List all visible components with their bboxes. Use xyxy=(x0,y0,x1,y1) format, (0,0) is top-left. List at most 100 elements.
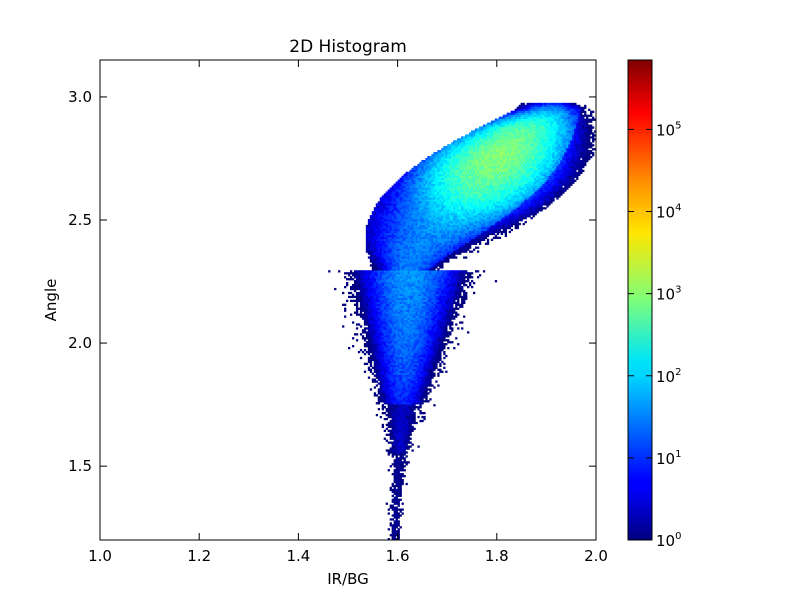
heatmap-cell xyxy=(407,220,410,224)
heatmap-cell xyxy=(371,276,375,279)
heatmap-cell xyxy=(393,412,396,415)
heatmap-cell xyxy=(433,339,436,342)
heatmap-cell xyxy=(342,325,345,328)
heatmap-cell xyxy=(413,270,416,273)
heatmap-cell xyxy=(459,293,462,297)
heatmap-cell xyxy=(425,291,428,295)
heatmap-cell xyxy=(381,309,385,312)
heatmap-cell xyxy=(397,240,400,243)
heatmap-cell xyxy=(451,301,454,304)
heatmap-cell xyxy=(383,429,386,432)
heatmap-cell xyxy=(369,254,373,257)
heatmap-cell xyxy=(419,248,422,251)
heatmap-cell xyxy=(397,309,400,312)
heatmap-cell xyxy=(385,341,388,344)
heatmap-cell xyxy=(369,297,373,301)
heatmap-cell xyxy=(429,287,432,291)
heatmap-cell xyxy=(433,337,436,340)
heatmap-cell xyxy=(413,315,416,318)
heatmap-cell xyxy=(385,272,388,275)
heatmap-cell xyxy=(395,219,398,222)
heatmap-cell xyxy=(403,240,406,243)
heatmap-cell xyxy=(369,256,373,259)
heatmap-cell xyxy=(427,250,430,253)
heatmap-cell xyxy=(431,309,434,312)
heatmap-cell xyxy=(423,394,426,397)
heatmap-cell xyxy=(383,378,386,381)
heatmap-cell xyxy=(405,327,408,330)
heatmap-cell xyxy=(373,337,377,340)
heatmap-cell xyxy=(431,236,434,240)
heatmap-cell xyxy=(451,341,454,344)
heatmap-cell xyxy=(419,370,422,373)
heatmap-cell xyxy=(429,264,432,267)
heatmap-cell xyxy=(393,358,396,362)
heatmap-cell xyxy=(417,402,420,405)
heatmap-cell xyxy=(361,297,365,301)
heatmap-cell xyxy=(427,301,430,304)
heatmap-cell xyxy=(393,421,396,425)
heatmap-cell xyxy=(419,258,422,261)
heatmap-cell xyxy=(381,234,385,238)
heatmap-cell xyxy=(463,232,466,236)
heatmap-cell xyxy=(457,250,460,253)
heatmap-cell xyxy=(427,232,430,236)
heatmap-cell xyxy=(371,301,375,304)
heatmap-cell xyxy=(496,228,500,232)
heatmap-cell xyxy=(447,280,450,283)
heatmap-cell xyxy=(447,258,450,261)
heatmap-cell xyxy=(427,392,430,395)
heatmap-cell xyxy=(423,392,426,395)
heatmap-cell xyxy=(407,439,410,442)
heatmap-cell xyxy=(375,374,379,377)
heatmap-cell xyxy=(401,266,404,269)
heatmap-cell xyxy=(415,406,418,409)
heatmap-cell xyxy=(417,398,420,401)
heatmap-cell xyxy=(425,378,428,381)
heatmap-cell xyxy=(389,276,392,279)
heatmap-cell xyxy=(385,396,388,399)
heatmap-cell xyxy=(405,455,408,458)
heatmap-cell xyxy=(429,380,432,383)
heatmap-cell xyxy=(403,437,406,440)
heatmap-cell xyxy=(441,228,444,232)
heatmap-cell xyxy=(403,297,406,301)
heatmap-cell xyxy=(425,327,428,330)
heatmap-cell xyxy=(389,364,392,368)
heatmap-cell xyxy=(409,408,412,411)
heatmap-cell xyxy=(425,313,428,316)
heatmap-cell xyxy=(375,258,379,261)
heatmap-cell xyxy=(455,301,458,304)
heatmap-cell xyxy=(393,224,396,228)
heatmap-cell xyxy=(407,339,410,342)
heatmap-cell xyxy=(401,439,404,442)
heatmap-cell xyxy=(449,220,452,224)
heatmap-cell xyxy=(361,350,365,354)
heatmap-cell xyxy=(455,295,458,299)
heatmap-cell xyxy=(425,362,428,366)
heatmap-cell xyxy=(451,256,454,259)
heatmap-cell xyxy=(425,260,428,263)
heatmap-cell xyxy=(415,240,418,243)
heatmap-cell xyxy=(472,219,476,222)
heatmap-cell xyxy=(409,425,412,429)
heatmap-cell xyxy=(363,278,367,281)
heatmap-cell xyxy=(353,282,357,285)
heatmap-cell xyxy=(439,248,442,251)
heatmap-cell xyxy=(427,366,430,369)
heatmap-cell xyxy=(391,325,394,328)
heatmap-cell xyxy=(371,282,375,285)
heatmap-cell xyxy=(393,447,396,450)
heatmap-cell xyxy=(439,313,442,316)
heatmap-cell xyxy=(395,394,398,397)
heatmap-cell xyxy=(369,222,373,226)
heatmap-cell xyxy=(375,242,379,245)
heatmap-cell xyxy=(375,222,379,226)
heatmap-cell xyxy=(393,297,396,301)
heatmap-cell xyxy=(490,232,494,236)
heatmap-cell xyxy=(467,220,470,224)
heatmap-cell xyxy=(403,453,406,456)
heatmap-cell xyxy=(389,289,392,293)
heatmap-cell xyxy=(409,280,412,283)
heatmap-cell xyxy=(379,284,383,287)
